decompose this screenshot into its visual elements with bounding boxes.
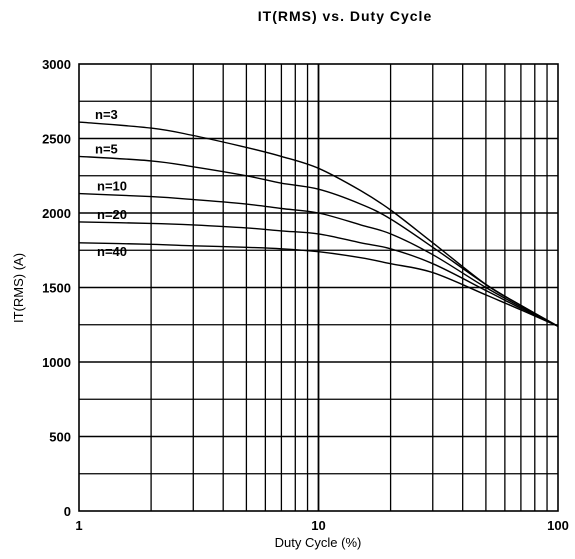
series-label: n=5 [95, 141, 118, 156]
tick-labels: 0 500 1000 1500 2000 2500 3000 1 10 100 [42, 57, 569, 533]
chart-title: IT(RMS) vs. Duty Cycle [258, 8, 432, 24]
y-tick-label: 2500 [42, 132, 71, 147]
series-line-n-20 [78, 221, 559, 327]
series-line-n-10 [78, 192, 559, 327]
y-tick-label: 0 [64, 504, 71, 519]
y-tick-label: 1500 [42, 281, 71, 296]
x-tick-label: 1 [75, 518, 82, 533]
y-tick-label: 500 [49, 430, 71, 445]
x-tick-label: 100 [547, 518, 569, 533]
y-tick-label: 3000 [42, 57, 71, 72]
series-labels: n=3 n=5 n=10 n=20 n=40 [95, 107, 127, 259]
y-tick-label: 1000 [42, 355, 71, 370]
series-label: n=40 [97, 244, 127, 259]
y-tick-label: 2000 [42, 206, 71, 221]
x-tick-label: 10 [311, 518, 325, 533]
series-line-n-5 [78, 155, 559, 327]
plot-frame [78, 63, 559, 512]
series-curves [78, 121, 559, 327]
series-label: n=3 [95, 107, 118, 122]
series-line-n-40 [78, 242, 559, 327]
series-label: n=10 [97, 179, 127, 194]
y-axis-label: IT(RMS) (A) [11, 253, 26, 323]
series-label: n=20 [97, 207, 127, 222]
x-axis-label: Duty Cycle (%) [275, 535, 362, 550]
